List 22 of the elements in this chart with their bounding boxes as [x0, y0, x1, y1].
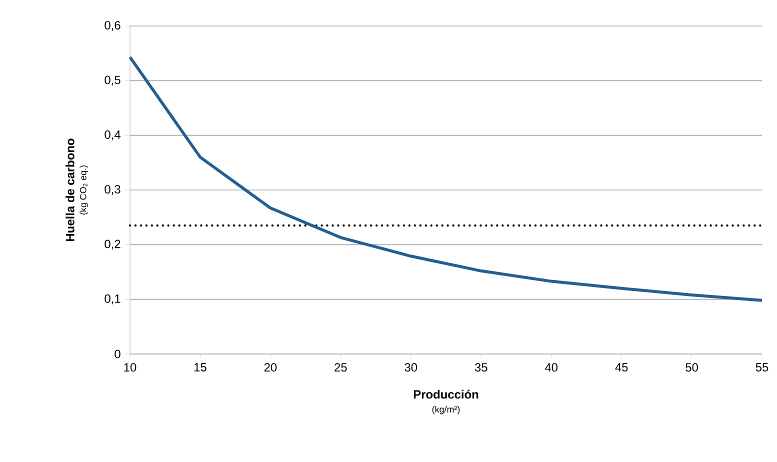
x-tick-label: 50 [686, 363, 698, 372]
x-tick-label: 45 [615, 363, 628, 372]
y-tick-label: 0,3 [104, 185, 120, 195]
x-axis-title: Producción [414, 390, 478, 399]
y-tick-label: 0,5 [104, 76, 120, 86]
y-tick-label: 0,4 [104, 130, 120, 140]
x-tick-label: 55 [756, 363, 768, 372]
y-tick-label: 0,6 [104, 21, 120, 31]
x-tick-label: 25 [334, 363, 347, 372]
line-series [128, 56, 764, 302]
y-tick-label: 0,1 [104, 294, 120, 304]
x-tick-label: 20 [264, 363, 277, 372]
y-tick-label: 0,2 [104, 240, 120, 250]
x-tick-label: 30 [404, 363, 418, 372]
y-tick-label: 0 [114, 350, 120, 358]
x-tick-label: 10 [124, 363, 136, 372]
text: (kg CO$_{2}$ eq.) [80, 165, 88, 215]
y-axis-title: Huella de carbono [66, 138, 74, 242]
x-tick-label: 15 [194, 363, 206, 372]
x-tick-label: 40 [544, 363, 558, 372]
text: (kg/m²) [432, 406, 460, 414]
x-tick-label: 35 [474, 363, 488, 372]
